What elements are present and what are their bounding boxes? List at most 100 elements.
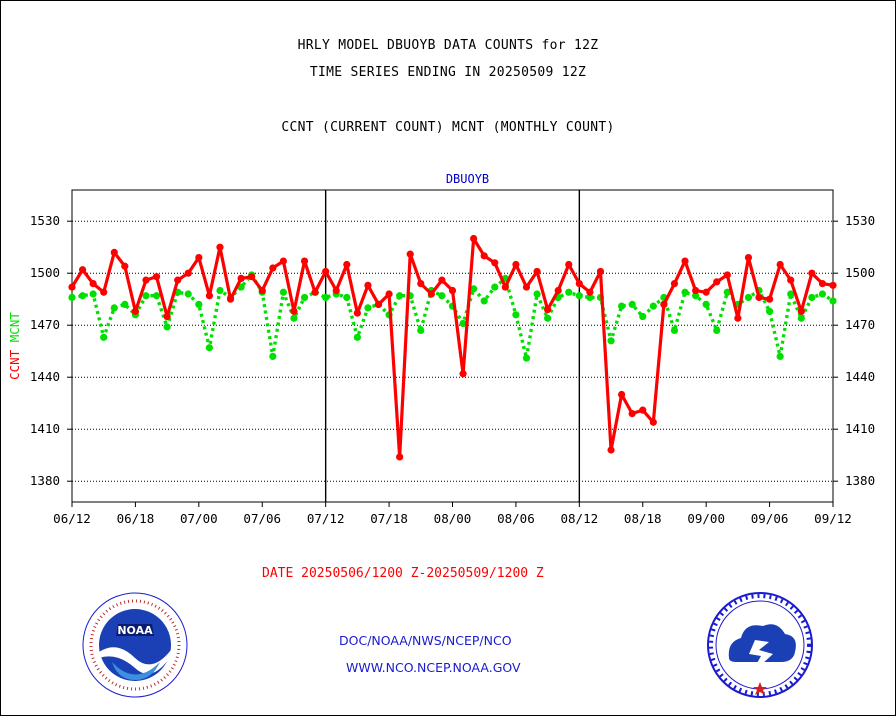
point-mcnt: [765, 307, 774, 315]
point-ccnt: [565, 260, 573, 269]
point-mcnt: [808, 293, 816, 302]
y-axis-label-ccnt: CCNT: [7, 342, 22, 380]
point-mcnt: [438, 292, 446, 300]
point-ccnt: [660, 300, 668, 308]
y-tick-label-right: 1470: [845, 317, 875, 332]
point-ccnt: [818, 280, 827, 288]
point-mcnt: [776, 352, 784, 360]
point-mcnt: [575, 292, 583, 300]
point-mcnt: [417, 326, 425, 334]
point-mcnt: [269, 352, 277, 360]
point-ccnt: [765, 295, 774, 303]
date-range-label: DATE 20250506/1200 Z-20250509/1200 Z: [262, 566, 544, 581]
y-tick-label-right: 1500: [845, 265, 875, 280]
point-mcnt: [670, 326, 679, 334]
point-ccnt: [184, 269, 192, 277]
y-tick-label-right: 1410: [845, 421, 875, 436]
point-mcnt: [607, 337, 615, 345]
point-ccnt: [131, 307, 140, 315]
point-ccnt: [385, 290, 393, 298]
point-ccnt: [744, 254, 753, 262]
point-mcnt: [829, 297, 837, 305]
national-weather-service-logo: [707, 592, 813, 698]
point-ccnt: [448, 286, 457, 295]
y-tick-label-left: 1380: [30, 473, 60, 488]
point-mcnt: [68, 293, 76, 302]
point-mcnt: [100, 333, 108, 341]
point-ccnt: [470, 234, 478, 243]
point-ccnt: [332, 286, 340, 295]
point-mcnt: [544, 314, 552, 322]
point-mcnt: [396, 292, 404, 300]
website-link[interactable]: WWW.NCO.NCEP.NOAA.GOV: [346, 660, 521, 675]
point-mcnt: [459, 319, 467, 328]
point-mcnt: [343, 293, 351, 302]
point-ccnt: [596, 267, 605, 276]
point-ccnt: [163, 312, 171, 321]
x-tick-label: 06/12: [53, 511, 91, 526]
point-ccnt: [586, 288, 594, 296]
point-ccnt: [755, 293, 763, 302]
noaa-logo-text: NOAA: [117, 624, 153, 637]
point-ccnt: [248, 273, 256, 281]
point-ccnt: [152, 273, 161, 281]
point-ccnt: [702, 288, 710, 296]
point-ccnt: [491, 259, 499, 267]
point-ccnt: [110, 248, 118, 256]
x-tick-label: 08/12: [561, 511, 599, 526]
point-ccnt: [205, 292, 214, 300]
point-mcnt: [586, 293, 594, 302]
x-tick-label: 08/06: [497, 511, 535, 526]
x-tick-label: 09/06: [751, 511, 789, 526]
point-ccnt: [607, 446, 615, 454]
y-tick-label-left: 1470: [30, 317, 60, 332]
point-mcnt: [565, 288, 573, 296]
point-ccnt: [100, 288, 108, 296]
org-path-link[interactable]: DOC/NOAA/NWS/NCEP/NCO: [339, 633, 512, 648]
point-mcnt: [628, 300, 636, 308]
point-mcnt: [78, 292, 87, 300]
y-axis-label-mcnt: MCNT: [7, 312, 22, 343]
point-mcnt: [491, 283, 499, 291]
point-ccnt: [322, 267, 330, 276]
plot-area: [71, 189, 834, 503]
point-mcnt: [290, 314, 298, 322]
point-ccnt: [427, 290, 435, 298]
chart-title-line1: HRLY MODEL DBUOYB DATA COUNTS for 12Z: [297, 38, 599, 53]
point-mcnt: [618, 302, 626, 310]
point-ccnt: [544, 306, 552, 314]
point-mcnt: [89, 290, 97, 298]
chart-title-line2: TIME SERIES ENDING IN 20250509 12Z: [309, 65, 587, 80]
point-ccnt: [216, 243, 224, 251]
x-tick-label: 07/00: [180, 511, 218, 526]
x-tick-label: 06/18: [117, 511, 155, 526]
x-tick-label: 07/06: [243, 511, 281, 526]
y-tick-label-left: 1500: [30, 265, 60, 280]
point-mcnt: [691, 292, 700, 300]
y-tick-label-left: 1410: [30, 421, 60, 436]
point-ccnt: [226, 295, 235, 303]
point-mcnt: [681, 288, 689, 296]
point-mcnt: [121, 300, 129, 308]
point-mcnt: [533, 290, 541, 298]
point-mcnt: [110, 304, 118, 312]
y-tick-label-right: 1530: [845, 213, 875, 228]
point-ccnt: [691, 286, 700, 295]
point-ccnt: [501, 283, 509, 291]
noaa-logo: NOAA: [82, 592, 188, 698]
point-ccnt: [512, 260, 520, 269]
point-ccnt: [533, 267, 541, 276]
point-ccnt: [480, 252, 488, 260]
point-ccnt: [713, 278, 721, 286]
point-ccnt: [406, 250, 414, 258]
x-tick-label: 07/18: [370, 511, 408, 526]
point-ccnt: [290, 307, 298, 315]
point-mcnt: [300, 293, 309, 302]
point-mcnt: [470, 285, 478, 293]
point-mcnt: [195, 300, 203, 308]
point-ccnt: [628, 410, 636, 418]
point-ccnt: [237, 274, 245, 282]
point-ccnt: [776, 260, 784, 269]
point-mcnt: [797, 314, 805, 322]
